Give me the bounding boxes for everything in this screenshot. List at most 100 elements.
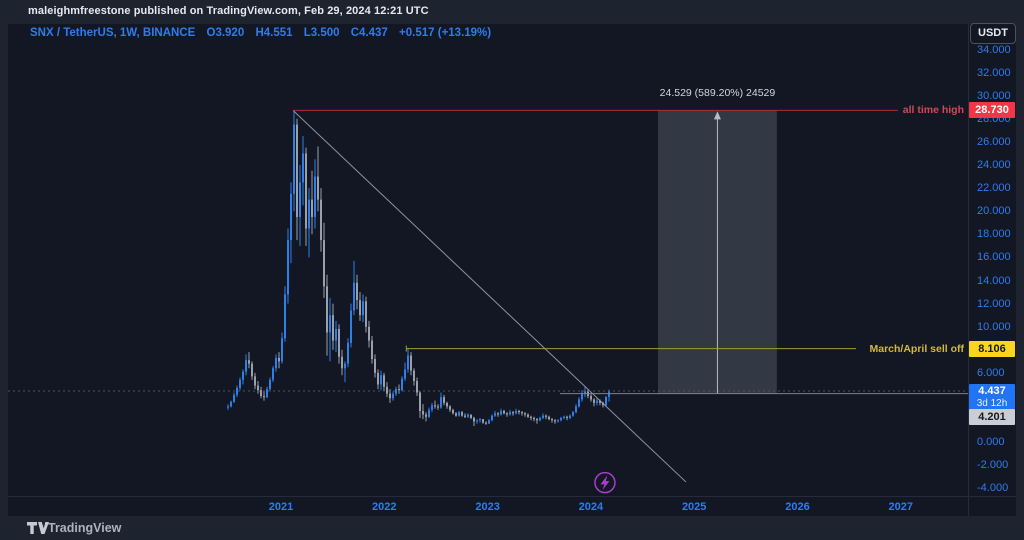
candle-body (596, 400, 598, 403)
candle-body (341, 356, 343, 369)
lightning-icon (600, 475, 610, 491)
candle-body (434, 405, 436, 407)
candle-body (539, 417, 541, 421)
price-axis-border (968, 24, 969, 516)
candle-body (398, 389, 400, 391)
candle-body (488, 420, 490, 424)
price-tick: -2.000 (977, 459, 1009, 472)
candle-body (536, 419, 538, 421)
candle-body (338, 329, 340, 357)
candle-body (305, 153, 307, 229)
candle-body (236, 387, 238, 395)
candle-body (317, 176, 319, 200)
candle-body (527, 414, 529, 417)
candle-body (503, 411, 505, 414)
candle-body (533, 417, 535, 420)
candle-body (455, 413, 457, 416)
candle-body (524, 413, 526, 415)
candle-body (500, 411, 502, 415)
candle-body (260, 390, 262, 396)
candle-body (464, 415, 466, 417)
ohlc-high: H4.551 (255, 27, 293, 39)
symbol-title[interactable]: SNX / TetherUS, 1W, BINANCE (30, 27, 196, 39)
candle-body (425, 414, 427, 417)
candle-body (254, 376, 256, 386)
candle-body (428, 409, 430, 417)
candle-body (530, 416, 532, 418)
candle-body (365, 301, 367, 327)
candle-body (335, 329, 337, 341)
candle-body (566, 416, 568, 418)
candle-body (446, 402, 448, 407)
candle-body (320, 199, 322, 241)
candle-body (350, 310, 352, 343)
candle-body (380, 375, 382, 385)
price-tick: 10.000 (977, 320, 1011, 333)
candle-body (581, 393, 583, 400)
candle-body (275, 357, 277, 369)
candle-body (227, 406, 229, 408)
chart-legend[interactable]: SNX / TetherUS, 1W, BINANCE O3.920 H4.55… (30, 27, 499, 39)
candle-body (251, 363, 253, 377)
candle-body (491, 415, 493, 421)
descending-trendline[interactable] (292, 110, 687, 483)
candle-body (347, 342, 349, 364)
bar-countdown: 3d 12h (976, 397, 1008, 409)
price-tick: 20.000 (977, 205, 1011, 218)
price-tick: 34.000 (977, 43, 1011, 56)
candle-body (572, 412, 574, 416)
price-tick: 30.000 (977, 89, 1011, 102)
price-tick: 14.000 (977, 274, 1011, 287)
tradingview-brand-text[interactable]: TradingView (48, 521, 122, 535)
candle-body (269, 379, 271, 390)
candle-body (392, 393, 394, 399)
price-label-range-bottom: 4.201 (969, 408, 1015, 425)
candle-body (599, 400, 601, 403)
candle-body (329, 315, 331, 333)
price-tick: 18.000 (977, 228, 1011, 241)
candle-body (395, 389, 397, 394)
candle-body (590, 396, 592, 400)
candle-body (314, 176, 316, 217)
candle-body (431, 405, 433, 410)
publish-info-bar: maleighmfreestone published on TradingVi… (0, 0, 1024, 24)
candle-body (353, 282, 355, 311)
chart-canvas[interactable] (8, 24, 1016, 516)
price-tick: 22.000 (977, 182, 1011, 195)
flash-marker-circle[interactable] (594, 471, 616, 494)
candle-body (332, 315, 334, 341)
publish-info-text: maleighmfreestone published on TradingVi… (28, 5, 429, 17)
candle-body (452, 409, 454, 414)
price-tick: 16.000 (977, 251, 1011, 264)
candle-body (371, 340, 373, 360)
candle-body (551, 419, 553, 421)
candle-body (302, 153, 304, 183)
price-tick: 12.000 (977, 297, 1011, 310)
year-label: 2025 (681, 501, 707, 513)
candle-body (482, 419, 484, 423)
currency-toggle-button[interactable]: USDT (970, 23, 1016, 44)
candle-body (383, 375, 385, 387)
price-tick: 32.000 (977, 66, 1011, 79)
candle-body (419, 392, 421, 412)
price-label-current: 4.437 3d 12h (969, 383, 1015, 411)
candle-body (458, 412, 460, 416)
selloff-line-label: March/April sell off (869, 342, 964, 355)
price-tick: 6.000 (977, 366, 1005, 379)
candle-body (545, 415, 547, 417)
candle-body (470, 414, 472, 418)
candle-body (248, 360, 250, 364)
price-tick: -4.000 (977, 482, 1009, 495)
year-label: 2022 (372, 501, 397, 513)
tradingview-logo-icon[interactable] (27, 521, 49, 535)
candle-body (494, 413, 496, 416)
candle-body (437, 406, 439, 408)
candle-body (422, 411, 424, 415)
measurement-arrow-head (713, 111, 721, 120)
candle-body (359, 300, 361, 316)
candle-body (284, 294, 286, 339)
candle-body (548, 416, 550, 420)
candle-body (323, 240, 325, 287)
